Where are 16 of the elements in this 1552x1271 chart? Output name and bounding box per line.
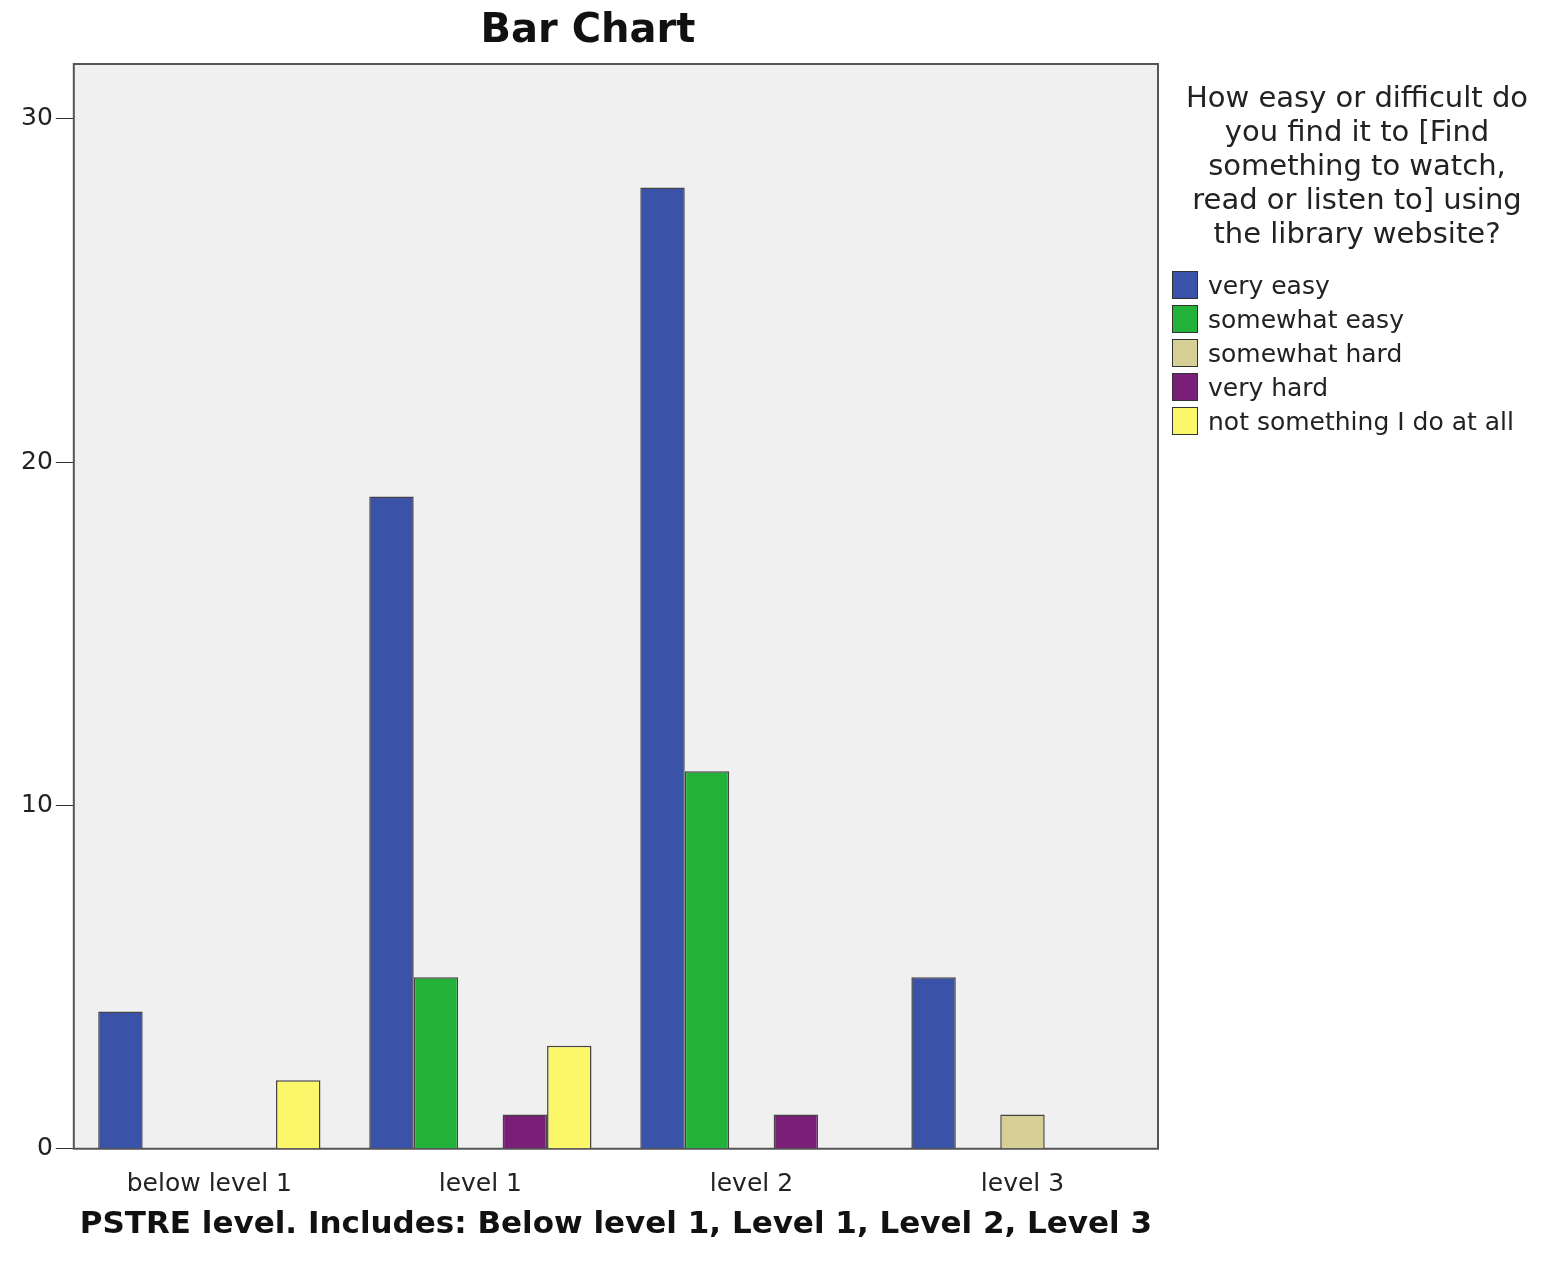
y-tick-label: 30: [21, 102, 53, 132]
chart-title: Bar Chart: [480, 5, 696, 52]
y-tick-label: 0: [36, 1132, 53, 1162]
x-tick-label: below level 1: [126, 1168, 292, 1198]
y-tick-label: 20: [21, 445, 53, 475]
legend-label: very easy: [1208, 270, 1330, 300]
x-axis-title: PSTRE level. Includes: Below level 1, Level 1, Level 2, Level 3: [79, 1204, 1153, 1241]
x-tick-label: level 3: [980, 1168, 1065, 1198]
y-tick-label: 10: [21, 789, 53, 819]
legend-label: somewhat hard: [1208, 338, 1403, 368]
legend-label: very hard: [1208, 372, 1329, 402]
legend-label: not something I do at all: [1208, 406, 1514, 436]
x-tick-label: level 1: [438, 1168, 523, 1198]
legend-title: How easy or difficult do you find it to [Find something to watch, read or listen to] using the library website?: [1184, 80, 1530, 250]
x-tick-label: level 2: [709, 1168, 794, 1198]
legend-label: somewhat easy: [1208, 304, 1404, 334]
